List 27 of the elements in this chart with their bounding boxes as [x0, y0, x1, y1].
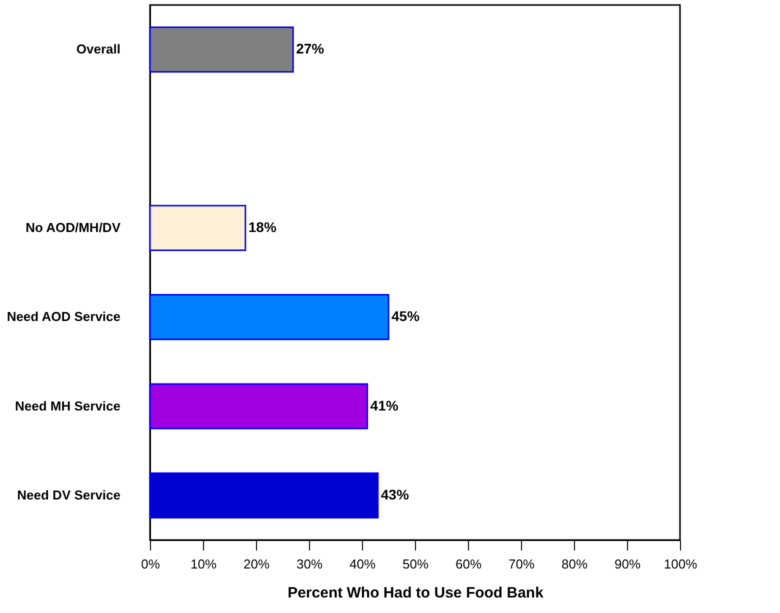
- x-tick-label: 60%: [455, 556, 482, 572]
- y-tick-label: No AOD/MH/DV: [26, 220, 121, 235]
- data-label: 45%: [392, 308, 420, 324]
- bar: [149, 383, 368, 430]
- x-tick-label: 40%: [349, 556, 376, 572]
- x-tick-label: 80%: [561, 556, 588, 572]
- bar: [149, 472, 379, 518]
- y-tick-label: Need MH Service: [15, 398, 120, 414]
- data-label: 43%: [380, 486, 410, 502]
- data-label: 41%: [370, 397, 399, 414]
- bar: [149, 26, 294, 73]
- x-tick-label: 90%: [614, 556, 641, 572]
- bar: [149, 294, 390, 340]
- y-tick-label: Need AOD Service: [6, 309, 120, 324]
- x-tick-label: 50%: [402, 556, 429, 572]
- x-tick-label: 0%: [141, 556, 160, 572]
- y-tick-label: Overall: [76, 42, 120, 57]
- x-tick-label: 100%: [664, 556, 698, 572]
- data-label: 27%: [296, 40, 325, 57]
- x-tick-label: 20%: [243, 556, 270, 572]
- x-tick-label: 70%: [508, 556, 535, 572]
- x-tick-label: 10%: [190, 556, 217, 572]
- x-tick-label: 30%: [296, 556, 323, 572]
- data-label: 18%: [248, 218, 277, 235]
- y-tick-label: Need DV Service: [17, 487, 120, 502]
- x-axis-title: Percent Who Had to Use Food Bank: [288, 584, 544, 602]
- bar: [149, 204, 246, 251]
